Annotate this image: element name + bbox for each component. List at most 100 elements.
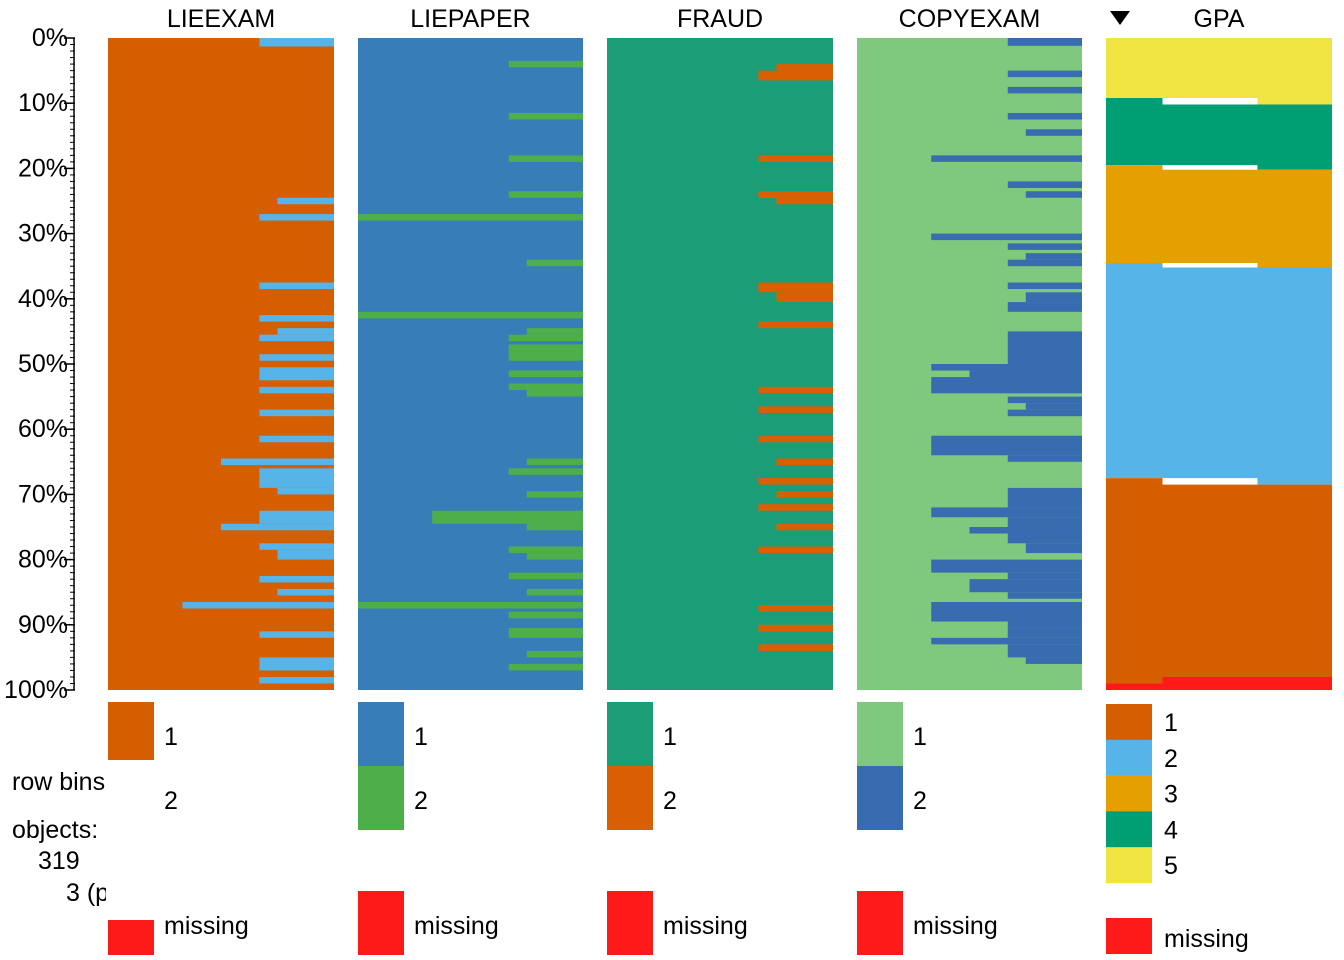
category-2-bin xyxy=(776,197,833,205)
category-2-bin xyxy=(1025,543,1082,554)
category-2-bin xyxy=(776,523,833,531)
category-2-bin xyxy=(931,601,1082,622)
category-2-bin xyxy=(1007,243,1082,250)
category-2-bin xyxy=(931,377,1082,394)
category-2-bin xyxy=(1007,487,1082,508)
category-2-bin xyxy=(931,435,1082,456)
category-2-bin xyxy=(259,435,334,443)
category-2-bin xyxy=(931,233,1082,241)
legend-label: 2 xyxy=(1164,745,1178,773)
category-2-bin xyxy=(1007,644,1082,658)
category-2-bin xyxy=(526,588,583,596)
category-2-bin xyxy=(358,601,583,609)
category-2-bin xyxy=(758,644,833,651)
legend-missing-label: missing xyxy=(913,912,998,940)
category-2-bin xyxy=(1025,657,1082,664)
category-2-bin xyxy=(931,507,1082,518)
legend-missing-label: missing xyxy=(663,912,748,940)
y-tick-label: 0% xyxy=(32,24,68,52)
category-2-bin xyxy=(1007,592,1082,599)
category-2-bin xyxy=(1007,396,1082,404)
legend-label: 2 xyxy=(164,787,178,815)
legend-swatch xyxy=(607,702,653,766)
objects-count: 319 xyxy=(38,847,80,875)
category-2-bin xyxy=(508,468,583,475)
category-2-bin xyxy=(259,510,334,524)
legend-label: 5 xyxy=(1164,852,1178,880)
category-2-bin xyxy=(508,344,583,361)
category-2-bin xyxy=(758,406,833,413)
category-2-bin xyxy=(259,409,334,417)
category-2-bin xyxy=(1007,86,1082,94)
category-2-bin xyxy=(277,549,334,560)
y-tick-label: 60% xyxy=(18,415,68,443)
y-tick-label: 30% xyxy=(18,220,68,248)
category-2-bin xyxy=(526,553,583,560)
column-lieexam: LIEEXAM xyxy=(108,5,334,690)
y-axis: 0% 10% 20% 30% 40% 50% 60% 70% 80% 90% 100% xyxy=(4,24,75,704)
category-2-bin xyxy=(758,504,833,511)
legend-copyexam: 1 2 missing xyxy=(857,702,998,955)
category-2-bin xyxy=(508,155,583,162)
category-2-bin xyxy=(526,458,583,466)
category-2-bin xyxy=(259,468,334,488)
category-2-bin xyxy=(1007,628,1082,638)
category-2-bin xyxy=(526,523,583,531)
category-2-bin xyxy=(931,559,1082,573)
category-2-bin xyxy=(508,663,583,671)
category-2-bin xyxy=(277,328,334,335)
category-2-bin xyxy=(1007,282,1082,290)
category-2-bin xyxy=(508,112,583,120)
category-2-bin xyxy=(776,458,833,466)
legend-swatch xyxy=(108,702,154,766)
category-2-bin xyxy=(508,628,583,638)
category-2-bin xyxy=(508,334,583,342)
y-tick-label: 90% xyxy=(18,611,68,639)
category-2-bin xyxy=(259,543,334,550)
category-2-bin xyxy=(526,259,583,267)
category-2-bin xyxy=(259,334,334,342)
legend-label: 2 xyxy=(913,787,927,815)
legend-label: 1 xyxy=(913,723,927,751)
legend-swatch xyxy=(857,702,903,766)
legend-swatch xyxy=(607,766,653,830)
category-2-bin xyxy=(758,435,833,443)
category-2-bin xyxy=(526,328,583,335)
legend-missing-label: missing xyxy=(414,912,499,940)
legend-gpa: 1 2 3 4 5 missing xyxy=(1106,704,1249,954)
category-2-bin xyxy=(1007,112,1082,120)
category-1-fill xyxy=(607,38,833,690)
category-2-bin xyxy=(776,64,833,71)
sort-indicator-icon xyxy=(1110,11,1130,25)
category-2-bin xyxy=(259,38,334,47)
category-2-bin xyxy=(277,197,334,205)
legend-swatch xyxy=(857,766,903,830)
legend-label: 2 xyxy=(414,787,428,815)
legend-swatch xyxy=(1106,739,1152,776)
variable-header: FRAUD xyxy=(677,5,763,33)
column-copyexam: COPYEXAM xyxy=(857,5,1082,690)
category-2-bin xyxy=(221,523,334,531)
category-2-bin xyxy=(277,588,334,596)
column-gpa: GPA xyxy=(1106,5,1332,690)
category-2-bin xyxy=(1025,403,1082,410)
variable-header: COPYEXAM xyxy=(899,5,1041,33)
legend-swatch xyxy=(1106,775,1152,812)
legend-swatch xyxy=(1106,811,1152,848)
variable-header: GPA xyxy=(1194,5,1245,33)
info-panel: row bins objects: 319 3 (p xyxy=(12,760,156,920)
category-2-bin xyxy=(508,60,583,68)
category-2-bin xyxy=(776,292,833,303)
legend-label: 4 xyxy=(1164,816,1178,844)
category-2-bin xyxy=(259,386,334,394)
category-2-bin xyxy=(526,390,583,397)
gpa-band-1 xyxy=(1106,478,1332,684)
legends: 1 2 missing 1 2 missing 1 2 missing 1 2 missing 1 2 3 4… xyxy=(108,702,1249,955)
category-2-bin xyxy=(259,354,334,361)
category-2-bin xyxy=(508,572,583,580)
category-2-bin xyxy=(526,491,583,498)
per-bin-label: 3 (p xyxy=(66,879,109,907)
legend-missing-swatch xyxy=(857,891,903,955)
legend-liepaper: 1 2 missing xyxy=(358,702,499,955)
category-2-bin xyxy=(182,601,334,609)
